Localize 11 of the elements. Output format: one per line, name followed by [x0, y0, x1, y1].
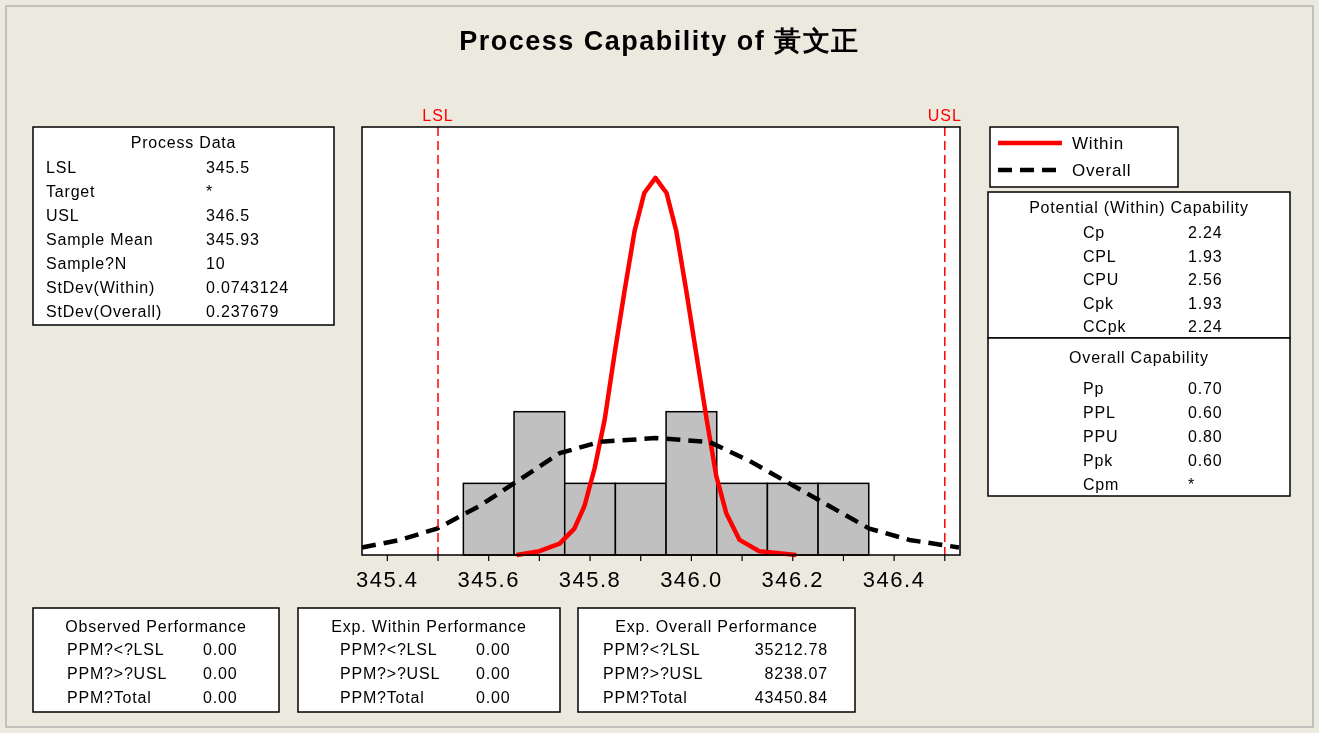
- x-tick-label: 345.8: [558, 567, 622, 592]
- ref-line-label: USL: [927, 107, 962, 124]
- chart-title: Process Capability of 黃文正: [459, 26, 860, 56]
- x-tick-label: 346.2: [761, 567, 825, 592]
- x-tick-label: 345.4: [356, 567, 419, 592]
- ref-line-label: LSL: [422, 107, 454, 124]
- x-tick-label: 345.6: [457, 567, 520, 592]
- x-tick-label: 346.0: [660, 567, 723, 592]
- legend-label: Within: [1072, 134, 1125, 153]
- x-tick-label: 346.4: [862, 567, 926, 592]
- legend-label: Overall: [1072, 161, 1132, 180]
